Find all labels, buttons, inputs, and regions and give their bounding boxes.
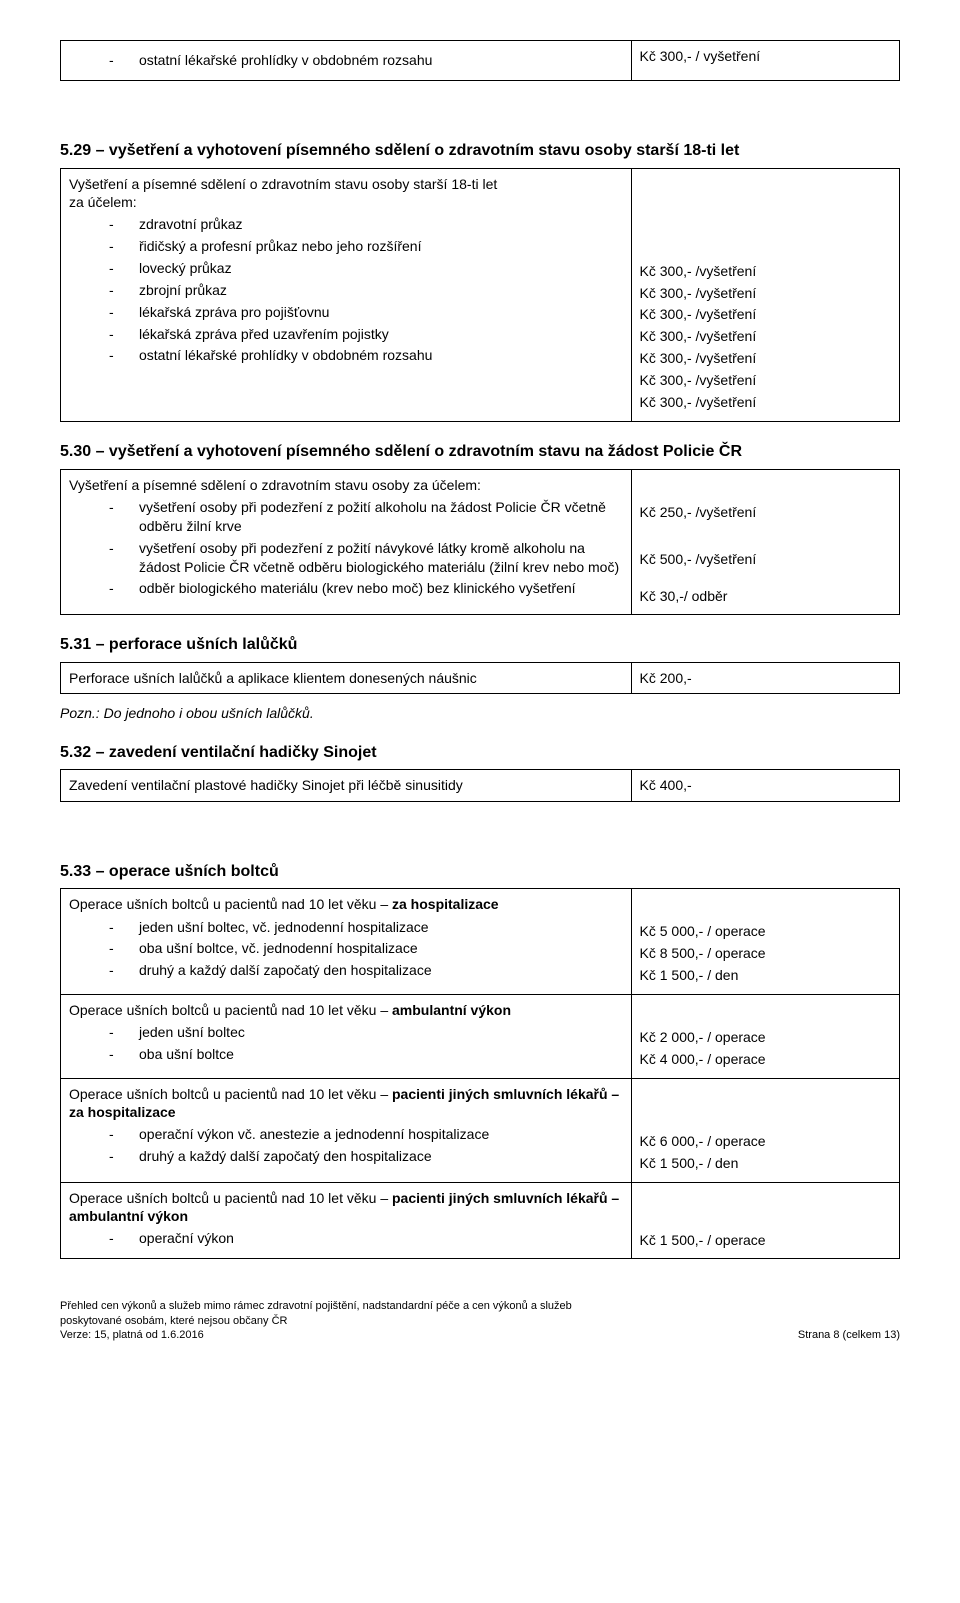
list-533-b1: jeden ušní boltec, vč. jednodenní hospit… <box>69 918 623 981</box>
list-533-b2: jeden ušní boltec oba ušní boltce <box>69 1023 623 1064</box>
price: Kč 8 500,- / operace <box>640 944 891 963</box>
price: Kč 300,- /vyšetření <box>640 393 891 412</box>
cell-532-left: Zavedení ventilační plastové hadičky Sin… <box>61 770 632 801</box>
title-533-b1: Operace ušních boltců u pacientů nad 10 … <box>69 895 623 913</box>
price: Kč 500,- /vyšetření <box>640 550 891 569</box>
cell-530-left: Vyšetření a písemné sdělení o zdravotním… <box>61 469 632 615</box>
cell-533-b1-right: Kč 5 000,- / operace Kč 8 500,- / operac… <box>631 889 899 995</box>
cell-533-b2-right: Kč 2 000,- / operace Kč 4 000,- / operac… <box>631 995 899 1079</box>
list-item: oba ušní boltce, vč. jednodenní hospital… <box>109 939 623 958</box>
footer-line1: Přehled cen výkonů a služeb mimo rámec z… <box>60 1299 900 1313</box>
title-533-b2: Operace ušních boltců u pacientů nad 10 … <box>69 1001 623 1019</box>
top-row-table: ostatní lékařské prohlídky v obdobném ro… <box>60 40 900 81</box>
intro-530: Vyšetření a písemné sdělení o zdravotním… <box>69 476 623 494</box>
list-item: zbrojní průkaz <box>109 281 623 300</box>
heading-532: 5.32 – zavedení ventilační hadičky Sinoj… <box>60 743 900 764</box>
list-item: lékařská zpráva před uzavřením pojistky <box>109 325 623 344</box>
price: Kč 6 000,- / operace <box>640 1132 891 1151</box>
list-533-b4: operační výkon <box>69 1229 623 1248</box>
list-item: zdravotní průkaz <box>109 215 623 234</box>
heading-533: 5.33 – operace ušních boltců <box>60 862 900 883</box>
cell-533-b4-left: Operace ušních boltců u pacientů nad 10 … <box>61 1182 632 1259</box>
intro-529-2: za účelem: <box>69 193 623 211</box>
cell-533-b2-left: Operace ušních boltců u pacientů nad 10 … <box>61 995 632 1079</box>
list-item: operační výkon <box>109 1229 623 1248</box>
list-item: vyšetření osoby při podezření z požití a… <box>109 498 623 536</box>
top-row-left: ostatní lékařské prohlídky v obdobném ro… <box>61 41 632 81</box>
note-531: Pozn.: Do jednoho i obou ušních lalůčků. <box>60 704 900 722</box>
title-pre: Operace ušních boltců u pacientů nad 10 … <box>69 1086 392 1102</box>
list-530: vyšetření osoby při podezření z požití a… <box>69 498 623 598</box>
table-531: Perforace ušních lalůčků a aplikace klie… <box>60 662 900 694</box>
cell-531-left: Perforace ušních lalůčků a aplikace klie… <box>61 663 632 694</box>
price: Kč 250,- /vyšetření <box>640 503 891 522</box>
intro-529-1: Vyšetření a písemné sdělení o zdravotním… <box>69 175 623 193</box>
cell-532-right: Kč 400,- <box>631 770 899 801</box>
list-item: vyšetření osoby při podezření z požití n… <box>109 539 623 577</box>
list-item: lovecký průkaz <box>109 259 623 278</box>
price: Kč 1 500,- / den <box>640 966 891 985</box>
price: Kč 4 000,- / operace <box>640 1050 891 1069</box>
cell-533-b1-left: Operace ušních boltců u pacientů nad 10 … <box>61 889 632 995</box>
price: Kč 300,- /vyšetření <box>640 349 891 368</box>
price: Kč 30,-/ odběr <box>640 587 891 606</box>
cell-530-right: Kč 250,- /vyšetření Kč 500,- /vyšetření … <box>631 469 899 615</box>
price: Kč 300,- /vyšetření <box>640 284 891 303</box>
price: Kč 1 500,- / operace <box>640 1231 891 1250</box>
list-item: lékařská zpráva pro pojišťovnu <box>109 303 623 322</box>
list-item: druhý a každý další započatý den hospita… <box>109 961 623 980</box>
cell-531-right: Kč 200,- <box>631 663 899 694</box>
table-532: Zavedení ventilační plastové hadičky Sin… <box>60 769 900 801</box>
title-pre: Operace ušních boltců u pacientů nad 10 … <box>69 1002 392 1018</box>
cell-533-b4-right: Kč 1 500,- / operace <box>631 1182 899 1259</box>
list-item: jeden ušní boltec, vč. jednodenní hospit… <box>109 918 623 937</box>
table-533: Operace ušních boltců u pacientů nad 10 … <box>60 888 900 1259</box>
price: Kč 2 000,- / operace <box>640 1028 891 1047</box>
title-533-b3: Operace ušních boltců u pacientů nad 10 … <box>69 1085 623 1121</box>
price: Kč 300,- /vyšetření <box>640 327 891 346</box>
title-bold: ambulantní výkon <box>392 1002 511 1018</box>
list-item: ostatní lékařské prohlídky v obdobném ro… <box>109 346 623 365</box>
price: Kč 300,- /vyšetření <box>640 262 891 281</box>
list-item: jeden ušní boltec <box>109 1023 623 1042</box>
title-pre: Operace ušních boltců u pacientů nad 10 … <box>69 1190 392 1206</box>
table-530: Vyšetření a písemné sdělení o zdravotním… <box>60 469 900 616</box>
list-item: odběr biologického materiálu (krev nebo … <box>109 579 623 598</box>
price: Kč 1 500,- / den <box>640 1154 891 1173</box>
list-item: druhý a každý další započatý den hospita… <box>109 1147 623 1166</box>
cell-529-left: Vyšetření a písemné sdělení o zdravotním… <box>61 168 632 421</box>
title-bold: za hospitalizace <box>392 896 499 912</box>
title-533-b4: Operace ušních boltců u pacientů nad 10 … <box>69 1189 623 1225</box>
top-row-right: Kč 300,- / vyšetření <box>631 41 899 81</box>
price: Kč 5 000,- / operace <box>640 922 891 941</box>
table-529: Vyšetření a písemné sdělení o zdravotním… <box>60 168 900 422</box>
footer-line3r: Strana 8 (celkem 13) <box>798 1328 900 1342</box>
page-footer: Přehled cen výkonů a služeb mimo rámec z… <box>60 1299 900 1342</box>
list-533-b3: operační výkon vč. anestezie a jednodenn… <box>69 1125 623 1166</box>
title-pre: Operace ušních boltců u pacientů nad 10 … <box>69 896 392 912</box>
heading-531: 5.31 – perforace ušních lalůčků <box>60 635 900 656</box>
footer-line2: poskytované osobám, které nejsou občany … <box>60 1314 900 1328</box>
heading-530: 5.30 – vyšetření a vyhotovení písemného … <box>60 442 900 463</box>
cell-533-b3-left: Operace ušních boltců u pacientů nad 10 … <box>61 1078 632 1182</box>
heading-529: 5.29 – vyšetření a vyhotovení písemného … <box>60 141 900 162</box>
price: Kč 300,- /vyšetření <box>640 305 891 324</box>
cell-529-right: Kč 300,- /vyšetření Kč 300,- /vyšetření … <box>631 168 899 421</box>
list-item: oba ušní boltce <box>109 1045 623 1064</box>
list-item: operační výkon vč. anestezie a jednodenn… <box>109 1125 623 1144</box>
list-item: řidičský a profesní průkaz nebo jeho roz… <box>109 237 623 256</box>
list-529: zdravotní průkaz řidičský a profesní prů… <box>69 215 623 365</box>
price: Kč 300,- /vyšetření <box>640 371 891 390</box>
top-row-item: ostatní lékařské prohlídky v obdobném ro… <box>109 51 623 70</box>
cell-533-b3-right: Kč 6 000,- / operace Kč 1 500,- / den <box>631 1078 899 1182</box>
footer-line3l: Verze: 15, platná od 1.6.2016 <box>60 1329 204 1341</box>
